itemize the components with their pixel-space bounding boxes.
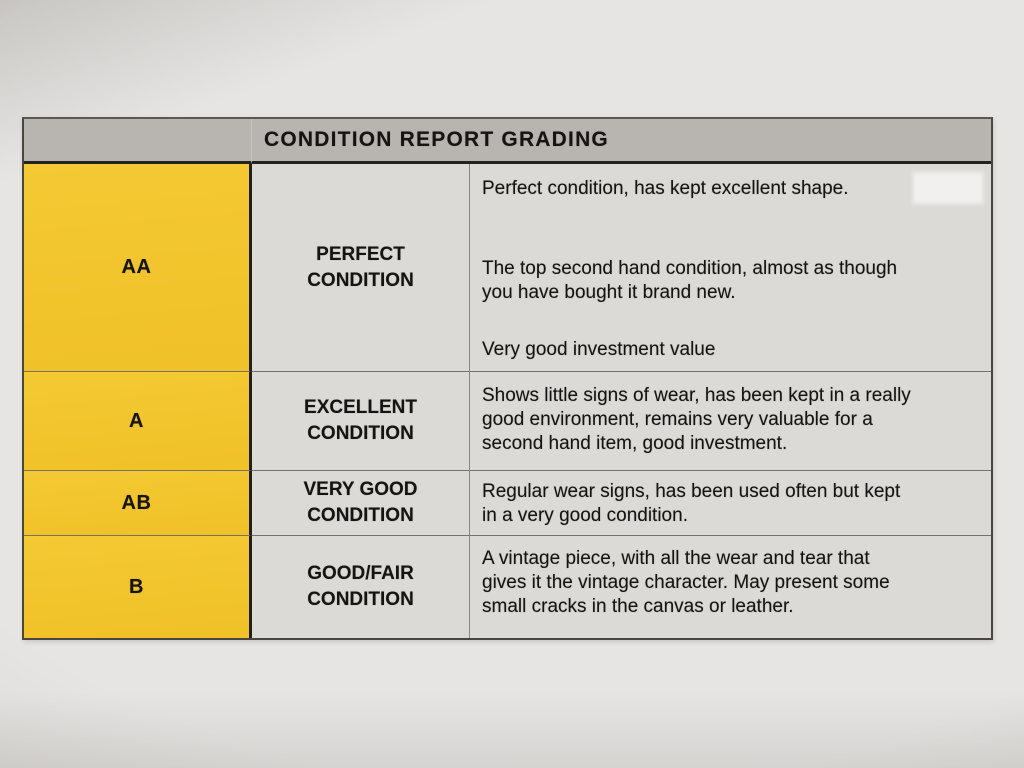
description-paragraph: Shows little signs of wear, has been kep… (482, 385, 911, 454)
table-title: CONDITION REPORT GRADING (252, 119, 991, 164)
description-paragraph: A vintage piece, with all the wear and t… (482, 548, 890, 617)
condition-cell-perfect: PERFECT CONDITION (252, 164, 470, 372)
description-cell-perfect: Perfect condition, has kept excellent sh… (470, 164, 991, 372)
condition-cell-excellent: EXCELLENT CONDITION (252, 372, 470, 471)
description-paragraph: Perfect condition, has kept excellent sh… (482, 178, 849, 199)
description-cell-excellent: Shows little signs of wear, has been kep… (470, 372, 991, 471)
grade-cell-aa: AA (24, 164, 252, 372)
condition-cell-very-good: VERY GOOD CONDITION (252, 471, 470, 536)
description-cell-good-fair: A vintage piece, with all the wear and t… (470, 536, 991, 638)
description-cell-very-good: Regular wear signs, has been used often … (470, 471, 991, 536)
description-paragraph: The top second hand condition, almost as… (482, 258, 898, 303)
grade-cell-ab: AB (24, 471, 252, 536)
description-paragraph: Regular wear signs, has been used often … (482, 481, 901, 526)
condition-cell-good-fair: GOOD/FAIR CONDITION (252, 536, 470, 638)
grade-cell-b: B (24, 536, 252, 638)
grade-cell-a: A (24, 372, 252, 471)
condition-grading-table: CONDITION REPORT GRADING AA PERFECT COND… (22, 117, 993, 640)
header-spacer-cell (24, 119, 252, 164)
description-paragraph: Very good investment value (482, 339, 716, 360)
